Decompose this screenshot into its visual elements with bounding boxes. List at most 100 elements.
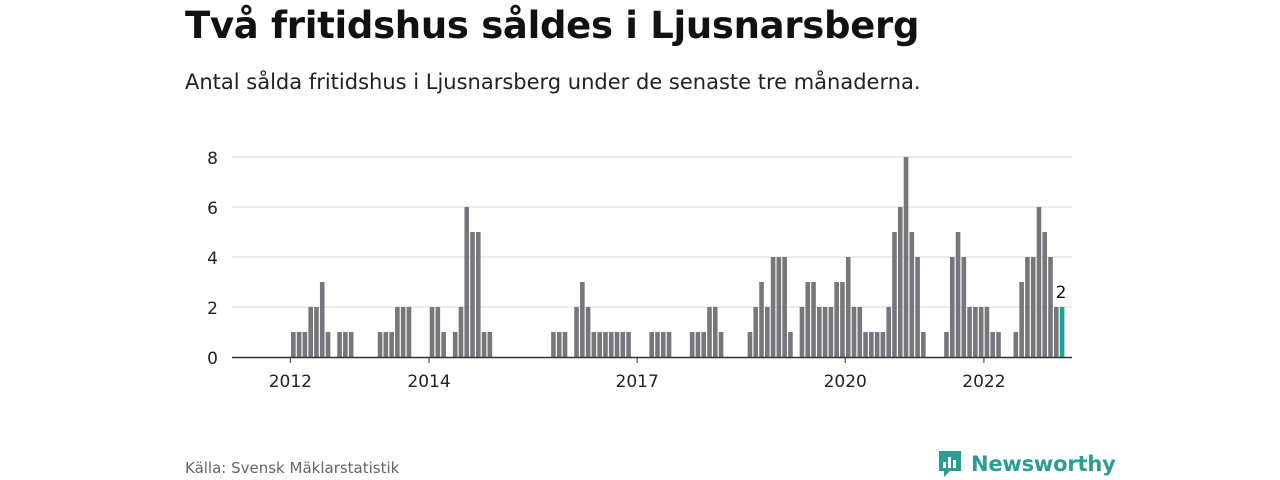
bar <box>481 332 487 357</box>
bar <box>429 307 435 357</box>
bar <box>343 332 348 357</box>
bar <box>880 332 886 357</box>
bar <box>834 282 839 357</box>
bar <box>585 307 591 357</box>
bar <box>655 332 660 357</box>
bar <box>845 257 851 357</box>
bar <box>487 332 493 357</box>
bar <box>476 232 481 357</box>
bar <box>551 332 556 357</box>
brand-logo[interactable]: Newsworthy <box>937 449 1116 479</box>
bar <box>782 257 787 357</box>
bar <box>441 332 446 357</box>
bar <box>562 332 568 357</box>
bar <box>660 332 666 357</box>
bar <box>383 332 389 357</box>
bar <box>921 332 926 357</box>
bar <box>689 332 695 357</box>
x-tick-label: 2012 <box>269 372 312 392</box>
bar <box>978 307 984 357</box>
bar <box>1030 257 1036 357</box>
bar <box>435 307 441 357</box>
bar <box>337 332 342 357</box>
bar <box>961 257 967 357</box>
bar <box>1025 257 1030 357</box>
bar <box>608 332 614 357</box>
highlight-bar <box>1059 307 1065 357</box>
bar <box>944 332 949 357</box>
x-tick-label: 2014 <box>407 372 450 392</box>
bar <box>753 307 759 357</box>
bar <box>840 282 845 357</box>
bar <box>851 307 857 357</box>
bar <box>909 232 915 357</box>
bar <box>788 332 793 357</box>
bar <box>759 282 764 357</box>
bar <box>319 282 325 357</box>
bar <box>1036 207 1042 357</box>
bar <box>973 307 978 357</box>
chart-subtitle: Antal sålda fritidshus i Ljusnarsberg un… <box>185 70 921 94</box>
bar <box>597 332 602 357</box>
bar <box>308 307 313 357</box>
highlight-value-label: 2 <box>1056 283 1067 303</box>
bar <box>695 332 701 357</box>
bar <box>348 332 354 357</box>
y-tick-label: 6 <box>207 199 218 219</box>
bar <box>603 332 608 357</box>
bar <box>811 282 816 357</box>
bar <box>291 332 296 357</box>
bar <box>389 332 394 357</box>
bar <box>1042 232 1048 357</box>
bar <box>400 307 406 357</box>
bar <box>620 332 626 357</box>
bar <box>591 332 597 357</box>
y-tick-label: 4 <box>207 249 218 269</box>
bar <box>915 257 920 357</box>
bar <box>892 232 897 357</box>
bar <box>701 332 707 357</box>
bar <box>377 332 383 357</box>
bar <box>949 257 955 357</box>
bar <box>296 332 302 357</box>
bar <box>857 307 863 357</box>
bar <box>649 332 654 357</box>
bar <box>874 332 880 357</box>
y-tick-label: 2 <box>207 299 218 319</box>
bar <box>464 207 470 357</box>
bar <box>799 307 805 357</box>
brand-name: Newsworthy <box>971 452 1116 476</box>
bar <box>707 307 712 357</box>
bar <box>770 257 776 357</box>
bar <box>990 332 996 357</box>
y-tick-label: 0 <box>207 349 218 369</box>
bar <box>325 332 331 357</box>
bar <box>406 307 412 357</box>
bar <box>863 332 868 357</box>
bar <box>626 332 631 357</box>
bar <box>666 332 672 357</box>
bar-chart: 0 2 4 6 8 2 2012 2014 2017 2020 2022 <box>207 149 1072 392</box>
bar <box>556 332 562 357</box>
bar <box>886 307 891 357</box>
bar <box>614 332 620 357</box>
bar <box>984 307 990 357</box>
bar <box>718 332 724 357</box>
bar <box>817 307 822 357</box>
bar <box>903 157 909 357</box>
bar <box>897 207 903 357</box>
bar <box>765 307 770 357</box>
bar <box>712 307 718 357</box>
bar <box>1048 257 1053 357</box>
bar <box>314 307 319 357</box>
bar <box>452 332 458 357</box>
bar <box>1013 332 1019 357</box>
bar <box>1019 282 1024 357</box>
bar <box>747 332 753 357</box>
bar <box>470 232 475 357</box>
x-tick-label: 2020 <box>824 372 867 392</box>
chart-title: Två fritidshus såldes i Ljusnarsberg <box>185 4 920 47</box>
bar <box>869 332 874 357</box>
x-tick-label: 2017 <box>616 372 659 392</box>
bar <box>805 282 811 357</box>
